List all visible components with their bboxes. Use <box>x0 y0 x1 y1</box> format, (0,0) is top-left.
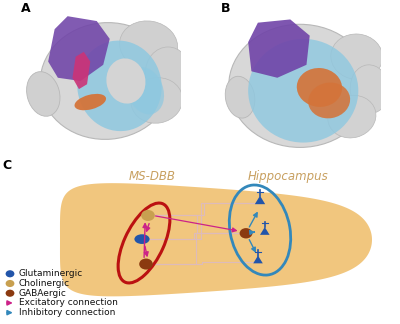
Circle shape <box>240 228 252 238</box>
Ellipse shape <box>328 95 376 138</box>
Circle shape <box>141 210 155 221</box>
Circle shape <box>6 290 14 297</box>
Ellipse shape <box>74 94 106 110</box>
Polygon shape <box>255 196 265 204</box>
Ellipse shape <box>134 234 150 244</box>
Ellipse shape <box>350 65 389 113</box>
Text: Excitatory connection: Excitatory connection <box>19 298 118 307</box>
Text: Glutaminergic: Glutaminergic <box>19 269 83 278</box>
Text: MS-DBB: MS-DBB <box>128 170 176 183</box>
Text: Inhibitory connection: Inhibitory connection <box>19 308 115 317</box>
Ellipse shape <box>77 40 162 131</box>
Text: Cholinergic: Cholinergic <box>19 279 70 288</box>
Text: B: B <box>221 2 230 15</box>
Polygon shape <box>248 19 310 78</box>
Ellipse shape <box>26 72 60 116</box>
Polygon shape <box>253 256 263 263</box>
Ellipse shape <box>127 67 164 114</box>
Ellipse shape <box>225 76 255 118</box>
Ellipse shape <box>297 68 342 107</box>
Text: C: C <box>2 159 11 172</box>
Ellipse shape <box>145 47 191 99</box>
Ellipse shape <box>308 83 350 118</box>
Polygon shape <box>260 227 270 235</box>
Text: A: A <box>21 2 30 15</box>
Circle shape <box>6 270 14 277</box>
Ellipse shape <box>229 24 371 147</box>
Ellipse shape <box>120 21 178 70</box>
Ellipse shape <box>331 34 382 79</box>
Circle shape <box>6 280 14 287</box>
Text: Hippocampus: Hippocampus <box>248 170 328 183</box>
Polygon shape <box>60 183 372 296</box>
Polygon shape <box>72 52 90 89</box>
Ellipse shape <box>106 58 146 104</box>
Circle shape <box>139 259 153 270</box>
Ellipse shape <box>40 23 173 139</box>
Text: GABAergic: GABAergic <box>19 289 67 298</box>
Ellipse shape <box>248 39 358 143</box>
Ellipse shape <box>131 78 182 123</box>
Polygon shape <box>48 16 110 81</box>
